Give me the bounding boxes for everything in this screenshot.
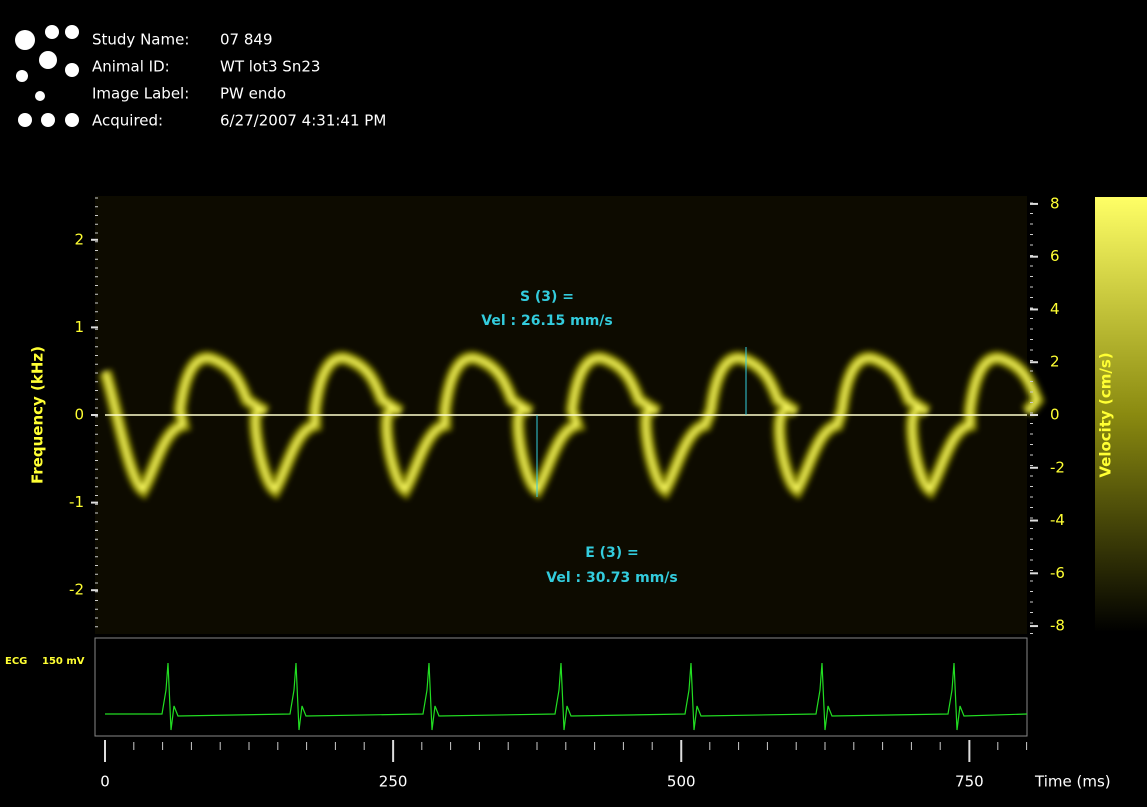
field-label: Image Label: [92, 85, 189, 103]
e-value: Vel : 30.73 mm/s [546, 570, 678, 586]
y2-tick-label: 4 [1050, 300, 1060, 318]
ecg-label: ECG [5, 656, 27, 667]
y2-tick-label: 0 [1050, 406, 1060, 424]
ecg-scale: 150 mV [42, 656, 85, 667]
y-tick-label: 1 [74, 318, 84, 336]
field-label: Animal ID: [92, 58, 170, 76]
page: ECG 150 mV S (3) = Vel : 26.15 mm/s E (3… [0, 0, 1147, 807]
y2-tick-label: -2 [1050, 458, 1065, 476]
e-name: E (3) = [585, 545, 639, 561]
velocity-axis-label: Velocity (cm/s) [1097, 352, 1115, 477]
s-name: S (3) = [520, 289, 574, 305]
field-label: Acquired: [92, 112, 163, 130]
doppler-screen: ECG 150 mV S (3) = Vel : 26.15 mm/s E (3… [0, 0, 1147, 807]
y-tick-label: 2 [74, 230, 84, 248]
x-tick-label: 250 [379, 773, 408, 791]
y2-tick-label: 6 [1050, 247, 1060, 265]
field-value: PW endo [220, 85, 286, 103]
field-value: 07 849 [220, 31, 273, 49]
y2-tick-label: 2 [1050, 353, 1060, 371]
field-label: Study Name: [92, 31, 189, 49]
y2-tick-label: -8 [1050, 617, 1065, 635]
field-value: WT lot3 Sn23 [220, 58, 320, 76]
y-tick-label: -2 [69, 581, 84, 599]
y2-tick-label: -4 [1050, 511, 1065, 529]
time-axis-label: Time (ms) [1034, 773, 1111, 791]
x-tick-label: 0 [100, 773, 110, 791]
field-value: 6/27/2007 4:31:41 PM [220, 112, 386, 130]
y2-tick-label: -6 [1050, 564, 1065, 582]
s-value: Vel : 26.15 mm/s [481, 313, 613, 329]
x-tick-label: 500 [667, 773, 696, 791]
y-tick-label: -1 [69, 493, 84, 511]
y2-tick-label: 8 [1050, 194, 1060, 212]
frequency-axis-label: Frequency (kHz) [29, 346, 47, 484]
y-tick-label: 0 [74, 406, 84, 424]
x-tick-label: 750 [955, 773, 984, 791]
